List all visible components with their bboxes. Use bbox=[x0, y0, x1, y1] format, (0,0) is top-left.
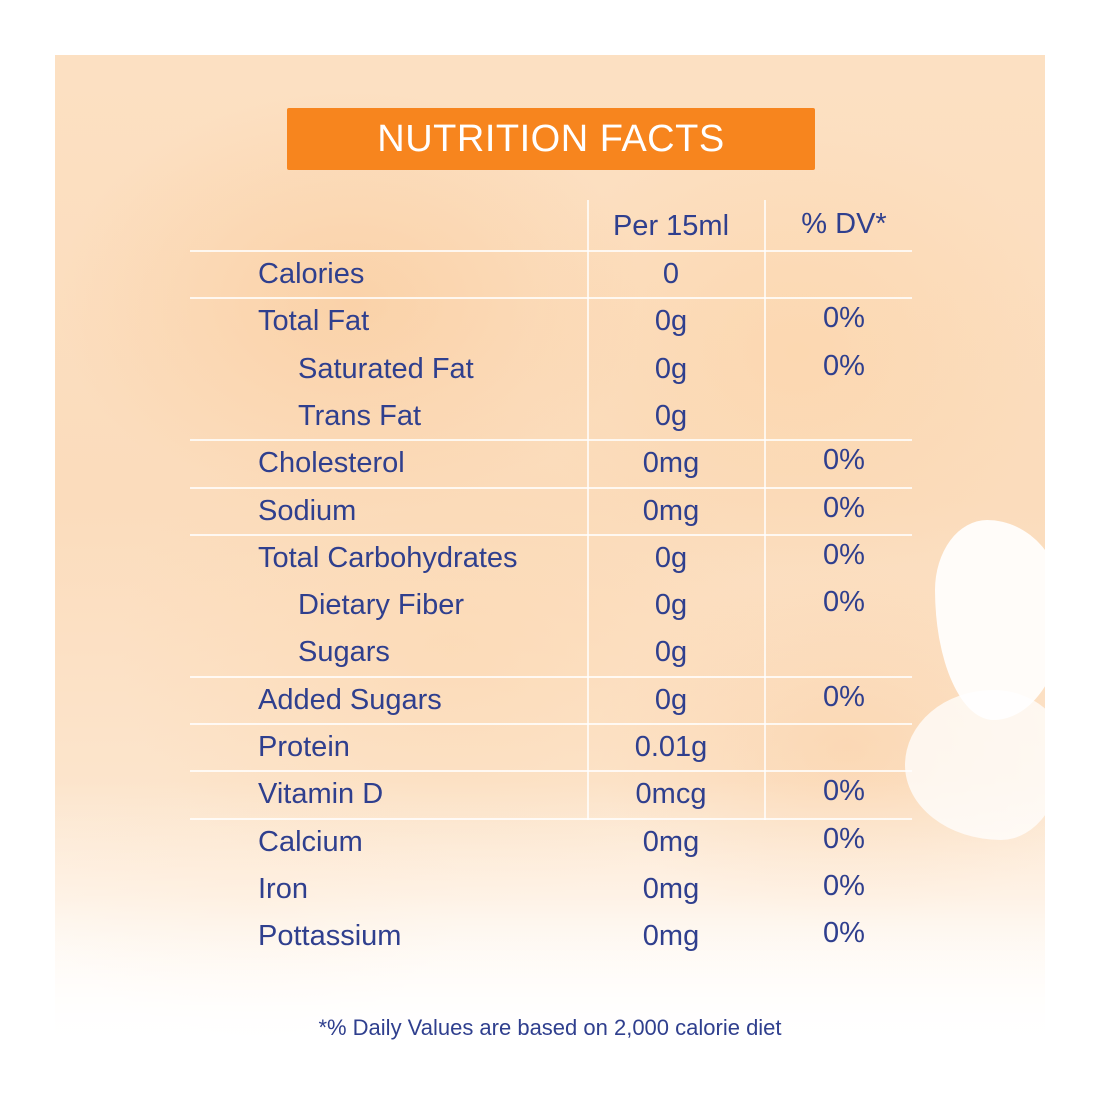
title-banner: NUTRITION FACTS bbox=[287, 108, 815, 170]
nutrient-daily-value: 0% bbox=[823, 869, 865, 902]
nutrient-name: Cholesterol bbox=[258, 447, 405, 480]
table-row: Added Sugars 0g 0% bbox=[190, 678, 912, 725]
nutrient-amount: 0 bbox=[662, 258, 680, 290]
table-row: Vitamin D 0mcg 0% bbox=[190, 772, 912, 819]
row-separator bbox=[190, 297, 912, 300]
nutrient-daily-value: 0% bbox=[823, 491, 865, 524]
dv-column-header: % DV* bbox=[801, 208, 887, 240]
nutrient-daily-value: 0% bbox=[823, 444, 865, 477]
row-separator bbox=[190, 817, 912, 820]
footnote: *% Daily Values are based on 2,000 calor… bbox=[318, 1015, 782, 1040]
row-separator bbox=[190, 533, 912, 536]
nutrient-amount: 0mg bbox=[642, 920, 700, 953]
row-separator bbox=[190, 675, 912, 678]
row-separator bbox=[190, 723, 912, 725]
nutrient-name: Dietary Fiber bbox=[298, 589, 464, 622]
table-row: Protein 0.01g bbox=[190, 725, 912, 772]
nutrient-daily-value: 0% bbox=[823, 349, 865, 382]
nutrient-name: Sugars bbox=[298, 636, 390, 669]
nutrient-amount: 0mg bbox=[642, 825, 700, 858]
nutrient-name: Pottassium bbox=[258, 920, 402, 953]
nutrient-daily-value: 0% bbox=[823, 822, 865, 855]
table-row: Iron 0mg 0% bbox=[190, 867, 912, 914]
nutrient-daily-value: 0% bbox=[823, 586, 865, 619]
nutrient-amount: 0g bbox=[654, 541, 688, 574]
row-separator bbox=[190, 250, 912, 252]
nutrient-name: Vitamin D bbox=[258, 778, 384, 811]
column-divider bbox=[587, 200, 589, 820]
table-row: Cholesterol 0mg 0% bbox=[190, 441, 912, 488]
table-row: Dietary Fiber 0g 0% bbox=[190, 583, 912, 630]
table-row: Saturated Fat 0g 0% bbox=[190, 347, 912, 394]
nutrient-daily-value: 0% bbox=[823, 538, 865, 571]
nutrient-amount: 0g bbox=[654, 683, 688, 716]
nutrient-amount: 0g bbox=[654, 589, 688, 622]
row-separator bbox=[190, 486, 912, 489]
nutrient-amount: 0g bbox=[654, 399, 688, 432]
nutrient-amount: 0mg bbox=[642, 494, 700, 527]
page-title: NUTRITION FACTS bbox=[377, 117, 725, 160]
nutrient-amount: 0mg bbox=[642, 872, 700, 905]
nutrient-amount: 0g bbox=[654, 636, 688, 669]
table-row: Total Fat 0g 0% bbox=[190, 299, 912, 346]
table-row: Sugars 0g bbox=[190, 630, 912, 677]
nutrient-name: Added Sugars bbox=[258, 683, 442, 716]
table-row: Calcium 0mg 0% bbox=[190, 820, 912, 867]
table-header: Per 15ml % DV* bbox=[190, 200, 912, 252]
nutrient-amount: 0.01g bbox=[634, 731, 708, 763]
row-separator bbox=[190, 770, 912, 773]
background-splash bbox=[935, 520, 1065, 720]
nutrient-name: Calories bbox=[258, 258, 365, 290]
table-row: Total Carbohydrates 0g 0% bbox=[190, 536, 912, 583]
amount-column-header: Per 15ml bbox=[612, 210, 730, 242]
nutrient-daily-value: 0% bbox=[823, 917, 865, 950]
nutrient-name: Protein bbox=[258, 731, 350, 763]
nutrient-daily-value: 0% bbox=[823, 680, 865, 713]
nutrient-name: Sodium bbox=[258, 494, 357, 527]
column-divider bbox=[764, 200, 766, 820]
table-row: Trans Fat 0g bbox=[190, 394, 912, 441]
background-splash bbox=[905, 690, 1065, 840]
nutrient-amount: 0mg bbox=[642, 447, 700, 480]
nutrient-daily-value: 0% bbox=[823, 775, 865, 808]
nutrient-name: Total Carbohydrates bbox=[258, 541, 518, 574]
nutrient-amount: 0g bbox=[654, 352, 688, 385]
nutrient-amount: 0mcg bbox=[635, 778, 707, 811]
table-row: Sodium 0mg 0% bbox=[190, 489, 912, 536]
table-row: Calories 0 bbox=[190, 252, 912, 299]
background-fade bbox=[55, 780, 1045, 1045]
nutrient-name: Saturated Fat bbox=[298, 352, 474, 385]
nutrient-amount: 0g bbox=[654, 305, 688, 338]
row-separator bbox=[190, 439, 912, 442]
nutrient-name: Total Fat bbox=[258, 305, 370, 338]
nutrient-name: Calcium bbox=[258, 825, 363, 858]
nutrient-name: Trans Fat bbox=[298, 399, 422, 432]
table-row: Pottassium 0mg 0% bbox=[190, 914, 912, 961]
nutrient-name: Iron bbox=[258, 872, 308, 905]
nutrient-daily-value: 0% bbox=[823, 302, 865, 335]
